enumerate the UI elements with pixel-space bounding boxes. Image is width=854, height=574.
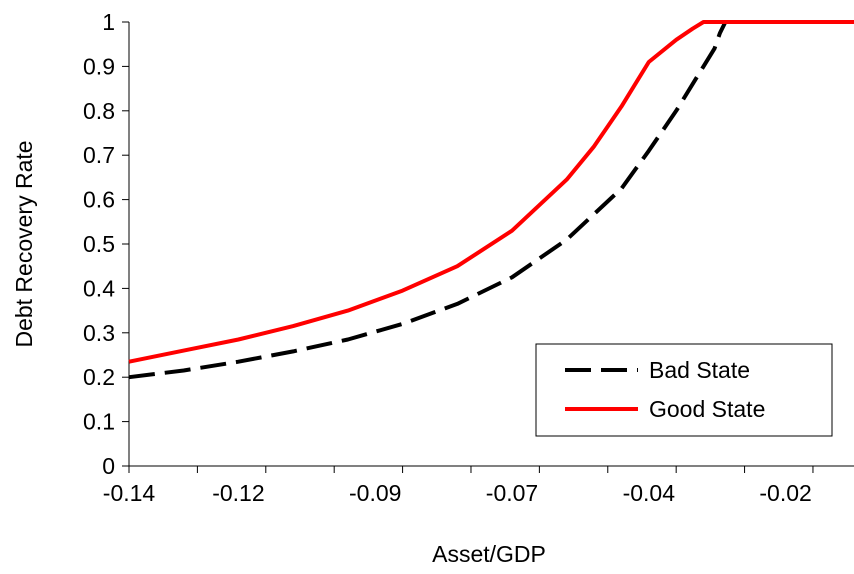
x-tick-label: -0.07 [486,480,538,506]
x-tick-label: -0.09 [349,480,401,506]
y-tick-label: 0.8 [83,98,115,124]
y-tick-label: 0.9 [83,53,115,79]
y-axis-title: Debt Recovery Rate [11,140,37,347]
y-tick-label: 0.2 [83,364,115,390]
legend-label-bad-state: Bad State [649,357,750,383]
x-tick-label: -0.04 [623,480,676,506]
legend-box [535,343,833,437]
series-layer [128,20,854,380]
series-line-bad-state [128,20,854,380]
y-tick-label: 0.7 [83,142,115,168]
x-tick-label: -0.02 [759,480,811,506]
legend: Bad State Good State [535,343,833,437]
series-line-good-state [128,20,854,364]
y-tick-label: 0.5 [83,231,115,257]
y-tick-label: 0.3 [83,320,115,346]
x-tick-label: -0.12 [212,480,264,506]
legend-label-good-state: Good State [649,396,765,422]
y-tick-label: 0.4 [83,275,115,301]
x-tick-label: -0.14 [103,480,156,506]
y-axis: 0 0.1 0.2 0.3 0.4 0.5 0.6 0.7 0.8 0.9 1 [83,9,130,479]
x-axis: -0.14 -0.12 -0.09 -0.07 -0.04 -0.02 [103,465,854,506]
y-tick-label: 1 [102,9,115,35]
y-tick-label: 0.1 [83,409,115,435]
y-tick-label: 0 [102,453,115,479]
y-tick-label: 0.6 [83,187,115,213]
x-axis-title: Asset/GDP [432,541,546,567]
